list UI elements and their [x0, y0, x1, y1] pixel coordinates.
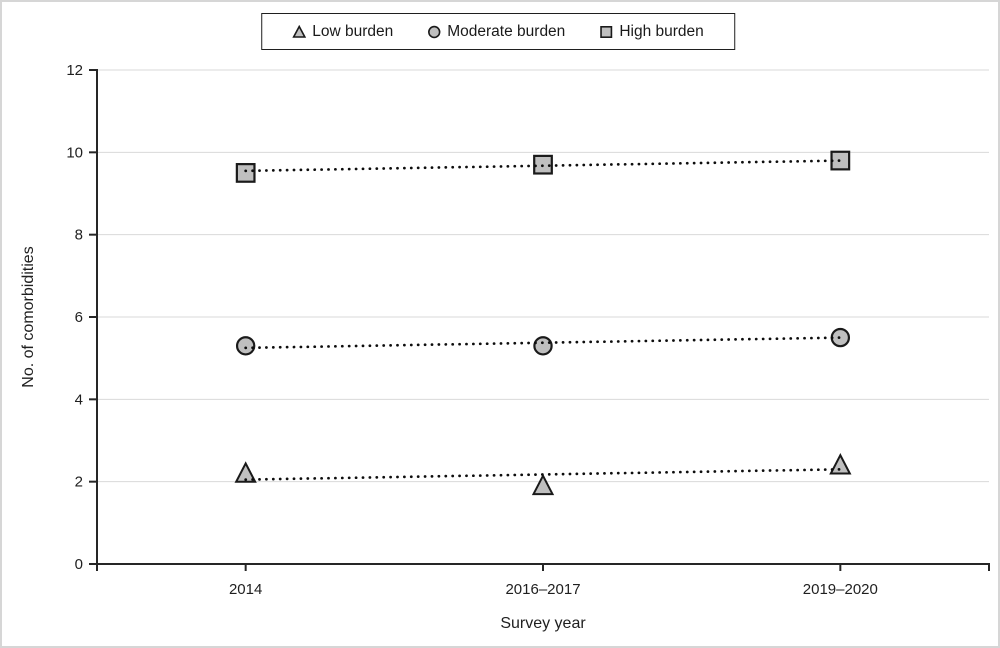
x-tick-label-0: 2014	[229, 581, 262, 598]
x-tick-label-2: 2019–2020	[803, 581, 878, 598]
trendline-high-burden	[244, 159, 842, 173]
marker-moderate-burden-1	[533, 336, 553, 356]
legend-item-high-burden: High burden	[599, 22, 704, 41]
square-icon	[600, 25, 613, 38]
chart-legend: Low burden Moderate burden High burden	[261, 13, 735, 50]
y-tick-label-12: 12	[66, 62, 83, 79]
marker-low-burden-1	[531, 473, 555, 496]
trendline-low-burden	[244, 467, 842, 481]
x-axis-title: Survey year	[500, 615, 586, 632]
y-tick-label-4: 4	[75, 391, 83, 408]
y-tick-label-0: 0	[75, 556, 83, 573]
y-axis-title: No. of comorbidities	[20, 246, 37, 388]
triangle-icon	[292, 24, 307, 38]
marker-low-burden-2	[829, 453, 852, 475]
y-tick-label-8: 8	[75, 227, 83, 244]
legend-label-high-burden: High burden	[619, 22, 704, 40]
marker-low-burden-0	[234, 461, 257, 483]
legend-item-low-burden: Low burden	[292, 23, 393, 41]
legend-item-moderate-burden: Moderate burden	[427, 23, 565, 41]
x-tick-label-1: 2016–2017	[505, 581, 580, 598]
marker-high-burden-0	[235, 163, 256, 183]
y-tick-label-2: 2	[75, 474, 83, 491]
circle-icon	[428, 25, 441, 38]
y-tick-label-6: 6	[75, 309, 83, 326]
legend-label-low-burden: Low burden	[312, 22, 394, 40]
marker-moderate-burden-0	[235, 336, 256, 356]
y-tick-label-10: 10	[66, 144, 83, 161]
legend-label-moderate-burden: Moderate burden	[447, 22, 566, 40]
trendline-moderate-burden	[244, 336, 842, 350]
